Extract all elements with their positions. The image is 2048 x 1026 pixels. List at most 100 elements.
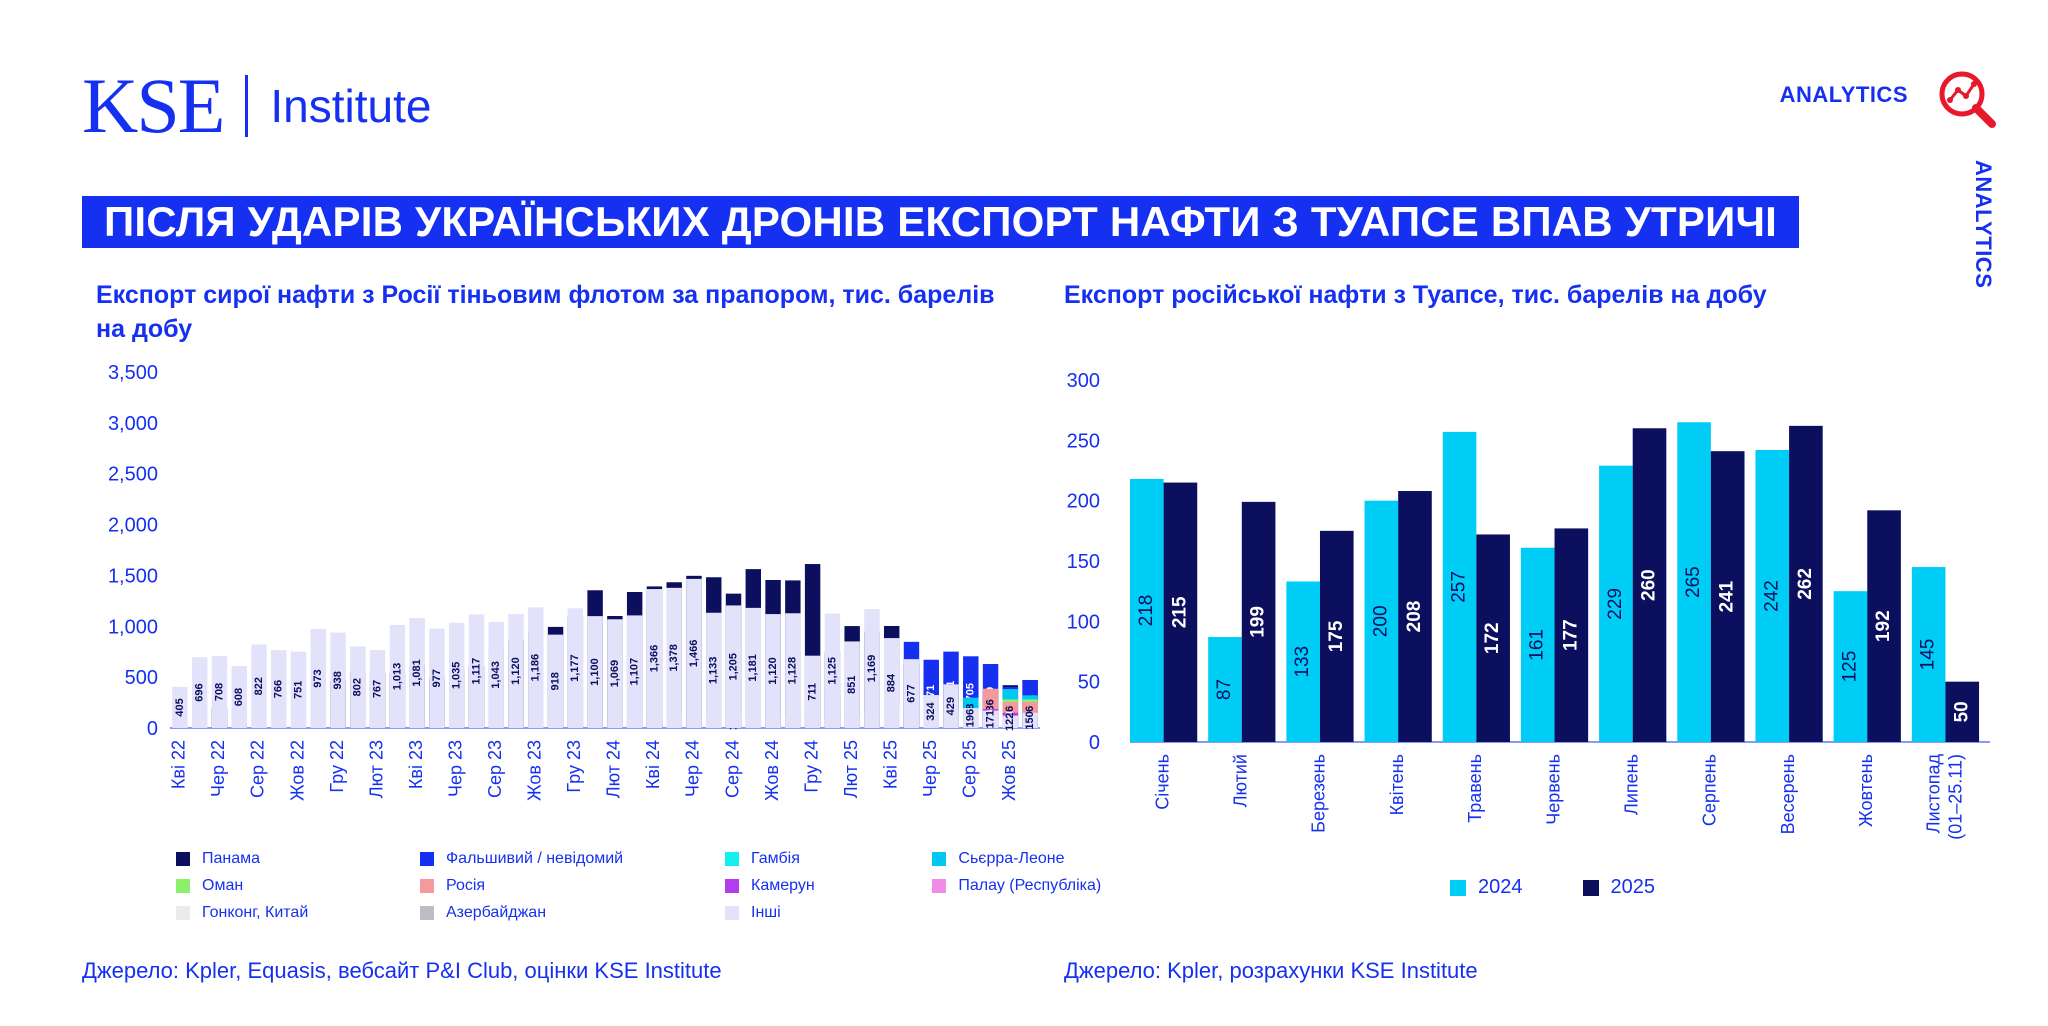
logo-sub: Institute [270,80,432,132]
legend-swatch [932,852,947,866]
bar-segment-others [745,607,762,728]
bar-segment-others [883,638,900,728]
legend-item: Гамбія [725,850,800,868]
bar-2024 [1755,449,1790,742]
y-tick-label: 0 [147,718,158,740]
bar-value-label: 257 [1449,571,1470,603]
x-tick-label: Сер 24 [722,740,742,798]
segment-value-label: 766 [273,680,285,698]
left-chart-legend: Панама Фальшивий / невідомий Гамбія Сьєрра-… [176,850,1101,930]
legend-label: Гамбія [751,850,800,867]
bar-value-label: 218 [1136,595,1157,627]
bar-segment-others [231,666,247,728]
legend-item: 2024 [1450,876,1523,899]
segment-value-label: 1,177 [569,654,581,682]
bar-value-label: 177 [1560,619,1581,651]
x-tick-label: Кві 24 [643,740,663,789]
segment-value-label: 884 [886,673,898,692]
x-tick-label: Жов 22 [287,740,307,801]
legend-label: 2024 [1478,876,1523,898]
bar-value-label: 175 [1326,620,1347,652]
bar-value-label: 161 [1527,629,1548,661]
legend-label: 2025 [1610,876,1656,898]
x-tick-label: Жов 23 [525,740,545,801]
segment-value-label: 1,043 [490,661,502,689]
segment-value-label: 1,013 [391,663,403,691]
bar-2024 [1286,581,1320,742]
bar-2025 [1945,681,1980,742]
bar-segment-others [864,609,880,728]
x-tick-label: Кві 25 [880,740,900,789]
x-tick-label: Чер 25 [920,740,940,797]
bar-segment-others [271,650,287,728]
bar-segment-others [963,708,979,728]
segment-value-label: 324 [925,701,937,720]
legend-swatch [725,906,739,920]
legend-swatch [1582,879,1599,896]
segment-value-label: 608 [233,688,245,706]
legend-swatch [725,879,739,893]
x-tick-label: Січень [1152,754,1172,810]
bar-value-label: 192 [1873,610,1894,642]
segment-value-label: 150 [1024,711,1036,729]
bar-segment-others [706,612,722,728]
bar-segment-others [290,651,307,728]
bar-value-label: 50 [1951,701,1972,722]
bar-segment-others [448,622,465,728]
segment-value-label: 1,133 [708,657,720,685]
left-chart-title: Експорт сирої нафти з Росії тіньовим фло… [96,281,995,343]
legend-item: Оман [176,877,243,895]
x-tick-label: Травень [1465,754,1485,823]
x-tick-label: Червень [1543,754,1563,825]
segment-value-label: 977 [431,669,443,687]
segment-value-label: 802 [352,678,364,696]
bar-2024 [1442,431,1477,742]
y-tick-label: 150 [1067,551,1100,573]
segment-value-label: 1,186 [530,654,542,682]
y-tick-label: 3,000 [108,413,158,435]
left-source: Джерело: Kpler, Equasis, вебсайт P&I Clu… [82,958,722,983]
bar-segment-others [468,614,485,728]
bar-value-label: 133 [1292,646,1313,678]
legend-label: Камерун [751,877,815,894]
title-banner: ПІСЛЯ УДАРІВ УКРАЇНСЬКИХ ДРОНІВ ЕКСПОРТ … [82,196,1800,248]
bar-value-label: 145 [1918,639,1939,671]
bar-value-label: 199 [1248,606,1269,638]
legend-item: Камерун [725,877,815,895]
segment-value-label: 1,125 [826,657,838,685]
analytics-label: ANALYTICS [1779,82,1908,107]
bar-value-label: 208 [1404,601,1425,633]
bar-segment-others [409,618,425,728]
y-tick-label: 3,500 [108,362,158,384]
x-tick-label: Квітень [1387,754,1407,815]
bar-segment-others [923,695,939,728]
bar-2025 [1476,534,1510,742]
bar-value-label: 87 [1214,679,1235,700]
bar-segment-others [982,710,999,728]
segment-value-label: 405 [174,698,186,716]
legend-swatch [420,852,434,866]
x-tick-label: Чер 22 [208,740,228,797]
legend-swatch [932,879,947,893]
segment-value-label: 171 [984,710,996,728]
page-title: ПІСЛЯ УДАРІВ УКРАЇНСЬКИХ ДРОНІВ ЕКСПОРТ … [104,198,1778,245]
x-tick-label: Сер 25 [960,740,980,798]
legend-swatch [176,852,190,866]
bar-segment-others [587,616,603,728]
legend-item: Сьєрра-Леоне [932,850,1065,868]
segment-value-label: 1,169 [866,655,878,683]
segment-value-label: 822 [253,677,265,695]
x-tick-label: Лют 25 [841,740,861,798]
legend-item: Панама [176,850,260,868]
bar-value-label: 260 [1639,569,1660,601]
y-tick-label: 1,500 [108,565,158,587]
stacked-bar-chart: 0 500 1,000 1,500 2,000 2,500 3,000 3,500 405 696… [108,362,1040,801]
x-tick-label: Жов 25 [999,740,1019,801]
bar-2025 [1163,482,1198,742]
x-tick-label: Жовтень [1856,754,1876,827]
bar-2025 [1867,510,1901,742]
x-tick-label: Гру 23 [564,740,584,793]
bar-2025 [1319,530,1354,742]
legend-swatch [176,879,190,893]
legend-label: Панама [202,850,261,867]
